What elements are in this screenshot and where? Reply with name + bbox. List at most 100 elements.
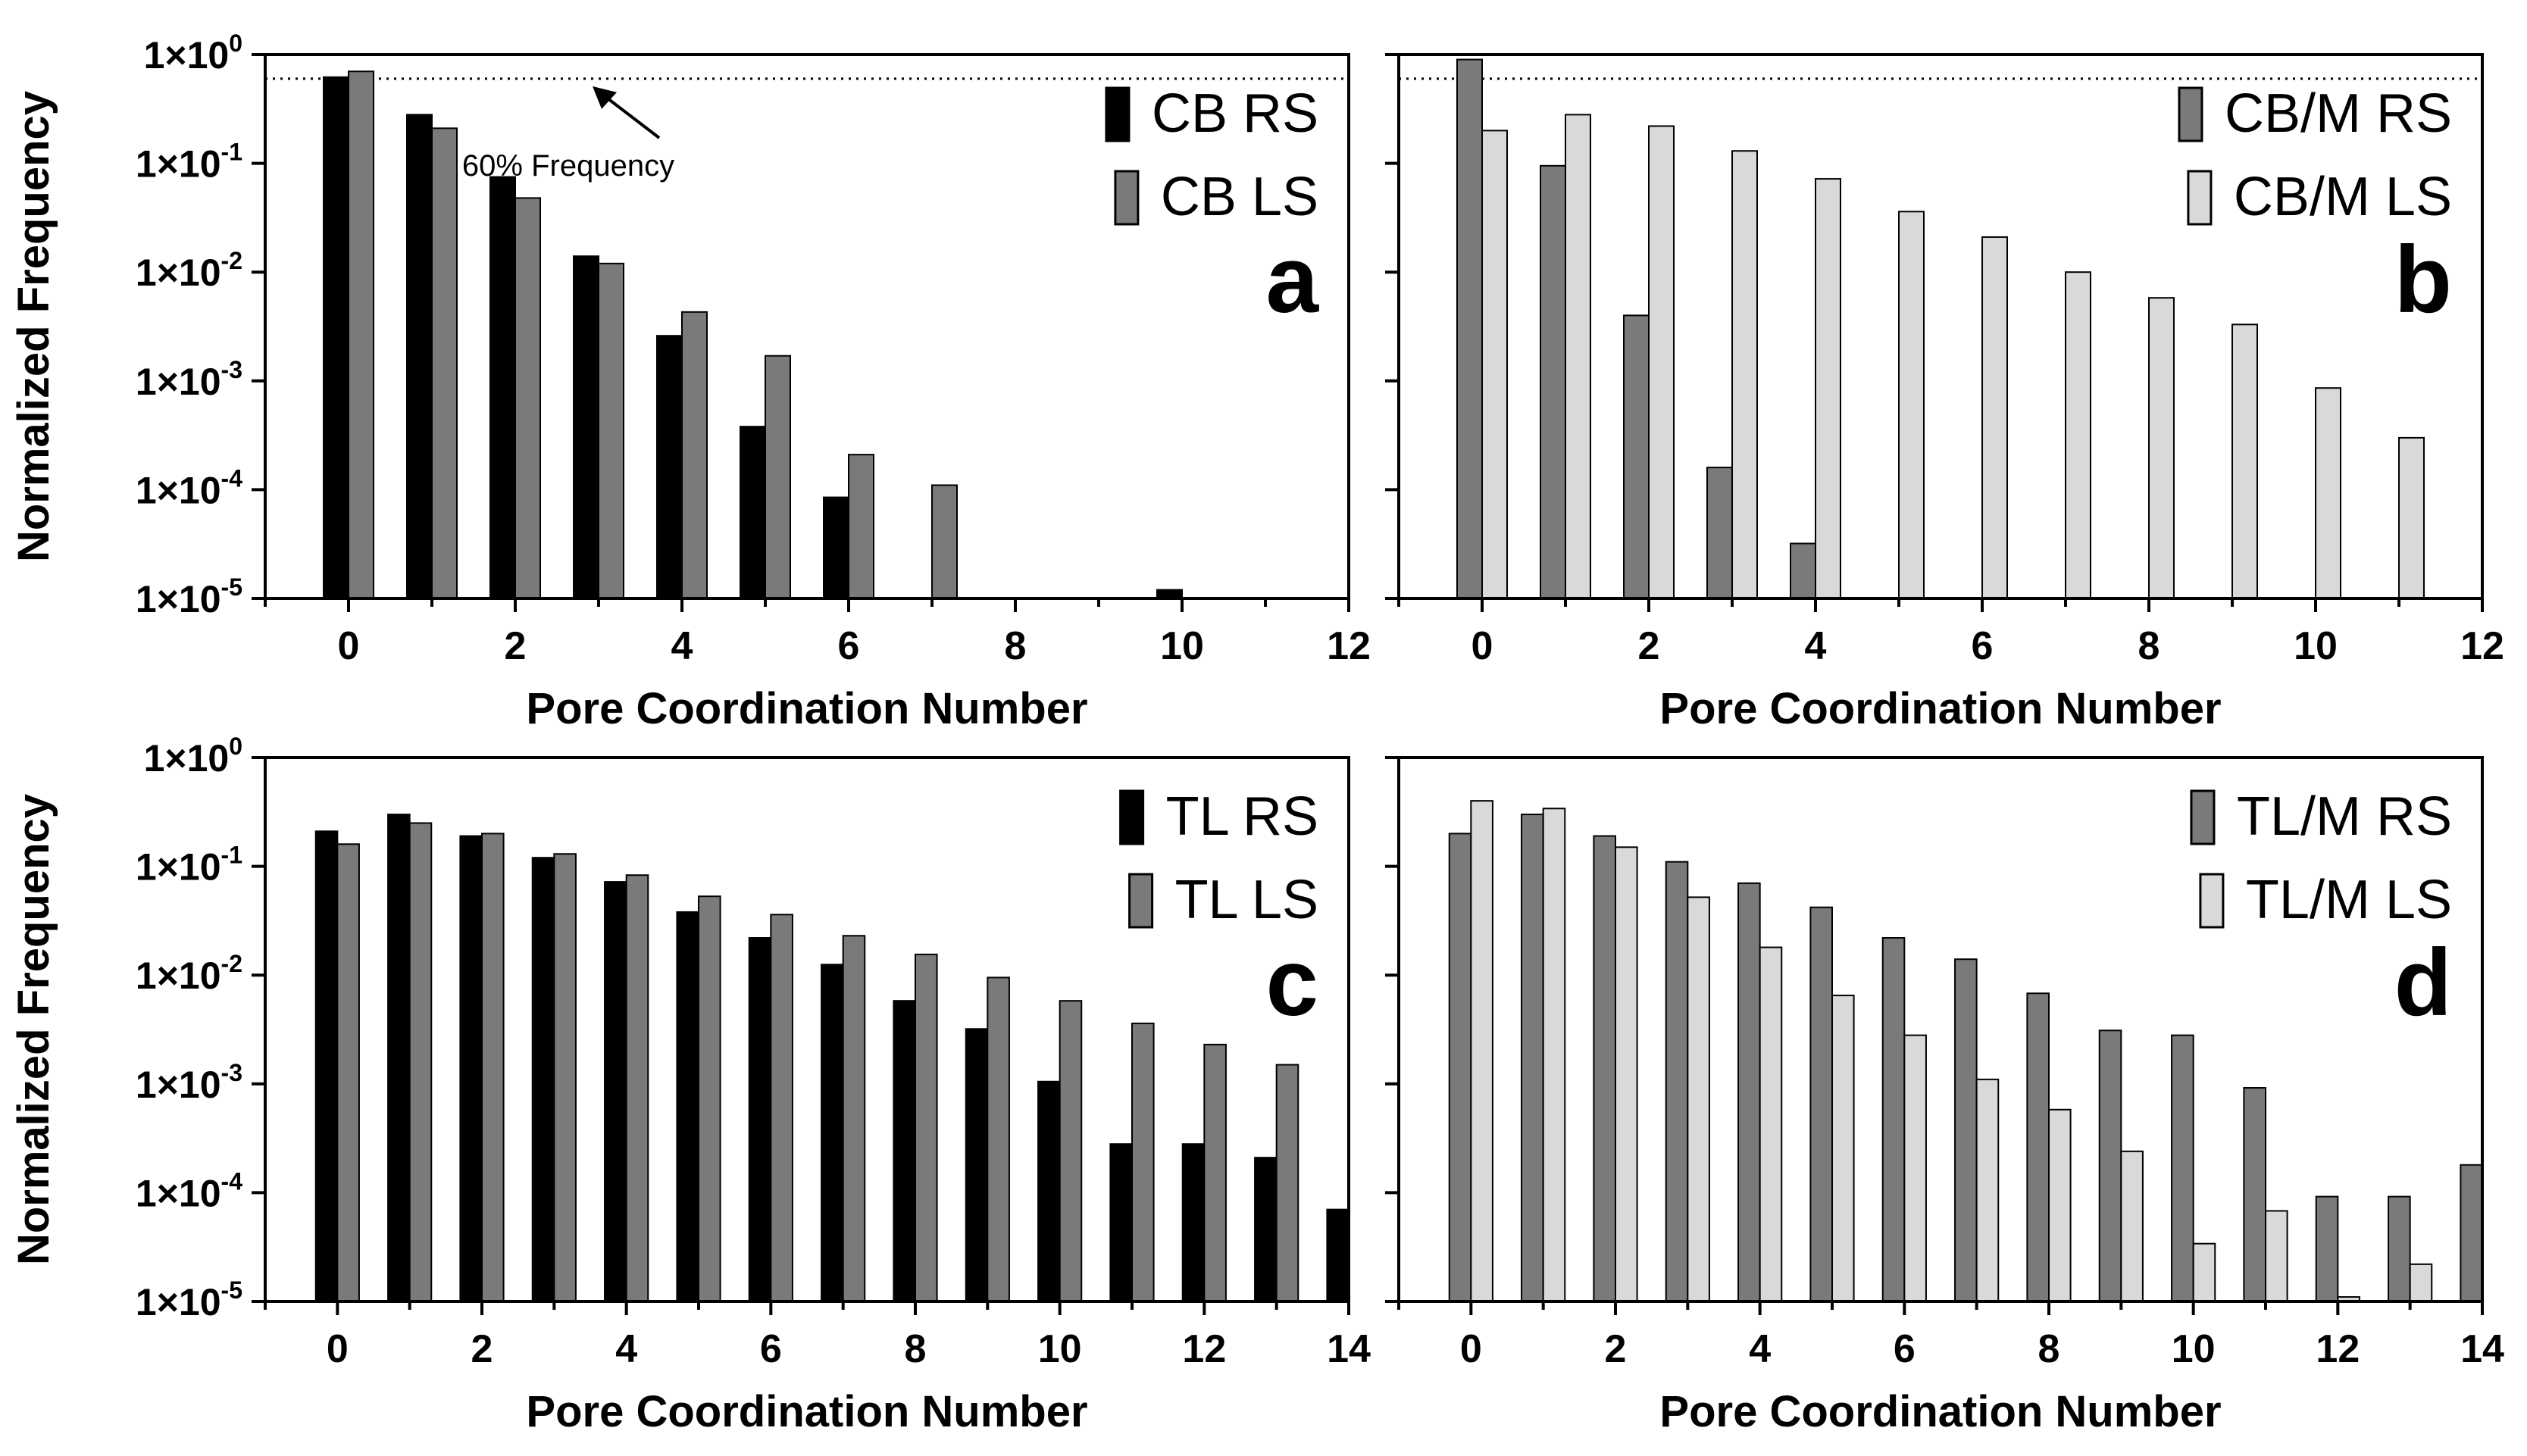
x-tick-label: 14 (1327, 1327, 1371, 1371)
bar-cb-rs-0 (323, 76, 349, 599)
y-tick-label: 1×10-2 (136, 247, 242, 294)
y-tick-mantissa: 1×10 (136, 1064, 221, 1106)
x-axis-title: Pore Coordination Number (1659, 1387, 2221, 1436)
bar-tl-rs-6 (748, 937, 772, 1302)
y-tick-label: 1×100 (144, 733, 242, 780)
legend-swatch (2178, 86, 2203, 142)
legend-swatch (1128, 873, 1154, 929)
bar-tl-rs-1 (387, 814, 411, 1302)
x-tick-label: 0 (1471, 624, 1493, 668)
y-tick-mantissa: 1×10 (136, 143, 221, 186)
bar-tl-m-rs-2 (1593, 835, 1616, 1302)
bar-tl-rs-12 (1181, 1143, 1206, 1302)
bar-tl-m-ls-6 (1903, 1034, 1927, 1303)
legend-label: CB LS (1161, 167, 1318, 227)
y-tick-label: 1×10-1 (136, 842, 242, 889)
bar-tl-m-rs-12 (2315, 1195, 2339, 1303)
y-tick-exponent: -2 (221, 247, 242, 274)
bar-cb-ls-6 (848, 454, 874, 600)
bar-tl-m-rs-6 (1881, 937, 1906, 1302)
plot-frame (264, 53, 1350, 600)
bar-tl-ls-10 (1059, 1000, 1083, 1302)
y-tick-exponent: -1 (221, 842, 242, 869)
y-tick-label: 1×10-5 (136, 573, 242, 620)
bar-tl-rs-10 (1037, 1080, 1061, 1302)
y-tick-mantissa: 1×10 (136, 846, 221, 889)
bar-tl-rs-14 (1326, 1208, 1350, 1302)
bar-tl-m-rs-7 (1954, 958, 1978, 1303)
bar-tl-m-rs-10 (2171, 1034, 2194, 1303)
y-tick-label: 1×10-3 (136, 356, 242, 403)
legend-swatch (1119, 789, 1145, 845)
bar-tl-ls-8 (915, 953, 938, 1303)
y-tick-exponent: 0 (229, 30, 242, 57)
bar-tl-m-rs-9 (2098, 1030, 2122, 1303)
legend-label: CB/M LS (2234, 167, 2452, 227)
bar-tl-m-ls-4 (1759, 946, 1783, 1302)
bar-tl-m-rs-3 (1665, 861, 1689, 1302)
legend-label: TL/M RS (2237, 786, 2452, 847)
bar-cb-ls-4 (681, 311, 708, 599)
y-tick-mantissa: 1×10 (136, 955, 221, 997)
y-tick-exponent: -4 (221, 464, 243, 492)
bar-cb-ls-0 (348, 70, 374, 600)
bar-tl-rs-5 (676, 911, 700, 1303)
bar-tl-rs-11 (1109, 1143, 1134, 1302)
y-tick-label: 1×10-4 (136, 1167, 242, 1214)
annotation-arrow-head (593, 86, 617, 109)
bar-cb-m-ls-3 (1731, 150, 1758, 599)
y-tick-label: 1×10-5 (136, 1276, 242, 1323)
legend-label: TL LS (1175, 870, 1318, 930)
x-tick-label: 8 (1005, 624, 1027, 668)
bar-tl-m-ls-5 (1831, 995, 1855, 1303)
x-tick-label: 10 (2294, 624, 2338, 668)
y-tick-label: 1×100 (144, 30, 242, 77)
chart-panel-d: 0 2 4 6 8 10 12 14 Pore Coordination Number TL/M … (1385, 756, 2504, 1436)
bar-tl-ls-9 (987, 976, 1010, 1303)
bar-tl-ls-4 (625, 874, 649, 1302)
bar-cb-rs-2 (489, 176, 516, 599)
bar-cb-m-ls-1 (1565, 114, 1591, 599)
bar-cb-rs-1 (406, 114, 433, 599)
bar-tl-m-ls-2 (1615, 846, 1638, 1303)
y-tick-exponent: 0 (229, 733, 242, 760)
bar-tl-ls-13 (1275, 1064, 1299, 1302)
y-axis-title: Normalized Frequency (9, 91, 58, 562)
bar-tl-m-ls-13 (2409, 1263, 2433, 1303)
x-tick-label: 2 (1638, 624, 1660, 668)
bar-cb-m-rs-2 (1623, 314, 1650, 599)
panel-letter: d (2394, 930, 2452, 1036)
bar-cb-m-ls-4 (1815, 178, 1841, 600)
plot-frame (264, 756, 1350, 1303)
bar-tl-m-ls-7 (1975, 1078, 2000, 1302)
bar-tl-m-rs-14 (2460, 1164, 2483, 1303)
bar-tl-m-ls-3 (1687, 896, 1710, 1303)
plot-frame (1397, 53, 2484, 600)
legend-swatch (2187, 170, 2213, 226)
y-tick-label: 1×10-3 (136, 1059, 242, 1106)
y-tick-mantissa: 1×10 (136, 1281, 221, 1323)
x-tick-label: 0 (1460, 1327, 1482, 1371)
y-tick-exponent: -5 (221, 1276, 242, 1304)
plot-frame (1397, 756, 2484, 1303)
x-tick-label: 4 (615, 1327, 637, 1371)
bar-tl-rs-4 (604, 881, 627, 1302)
bar-cb-m-ls-11 (2398, 436, 2425, 599)
y-tick-exponent: -2 (221, 950, 242, 977)
y-tick-exponent: -5 (221, 573, 242, 601)
bar-tl-m-rs-1 (1521, 814, 1544, 1302)
y-tick-mantissa: 1×10 (136, 578, 221, 620)
x-tick-label: 2 (505, 624, 527, 668)
x-tick-label: 10 (1160, 624, 1204, 668)
y-tick-mantissa: 1×10 (136, 469, 221, 511)
bar-tl-m-ls-0 (1470, 800, 1493, 1302)
legend-swatch (2190, 789, 2216, 845)
bar-tl-rs-2 (459, 835, 483, 1302)
x-tick-label: 8 (2038, 1327, 2060, 1371)
bar-tl-rs-9 (965, 1028, 989, 1303)
legend-swatch (1105, 86, 1131, 142)
bar-tl-m-rs-4 (1737, 882, 1761, 1302)
bar-cb-rs-5 (740, 426, 766, 599)
